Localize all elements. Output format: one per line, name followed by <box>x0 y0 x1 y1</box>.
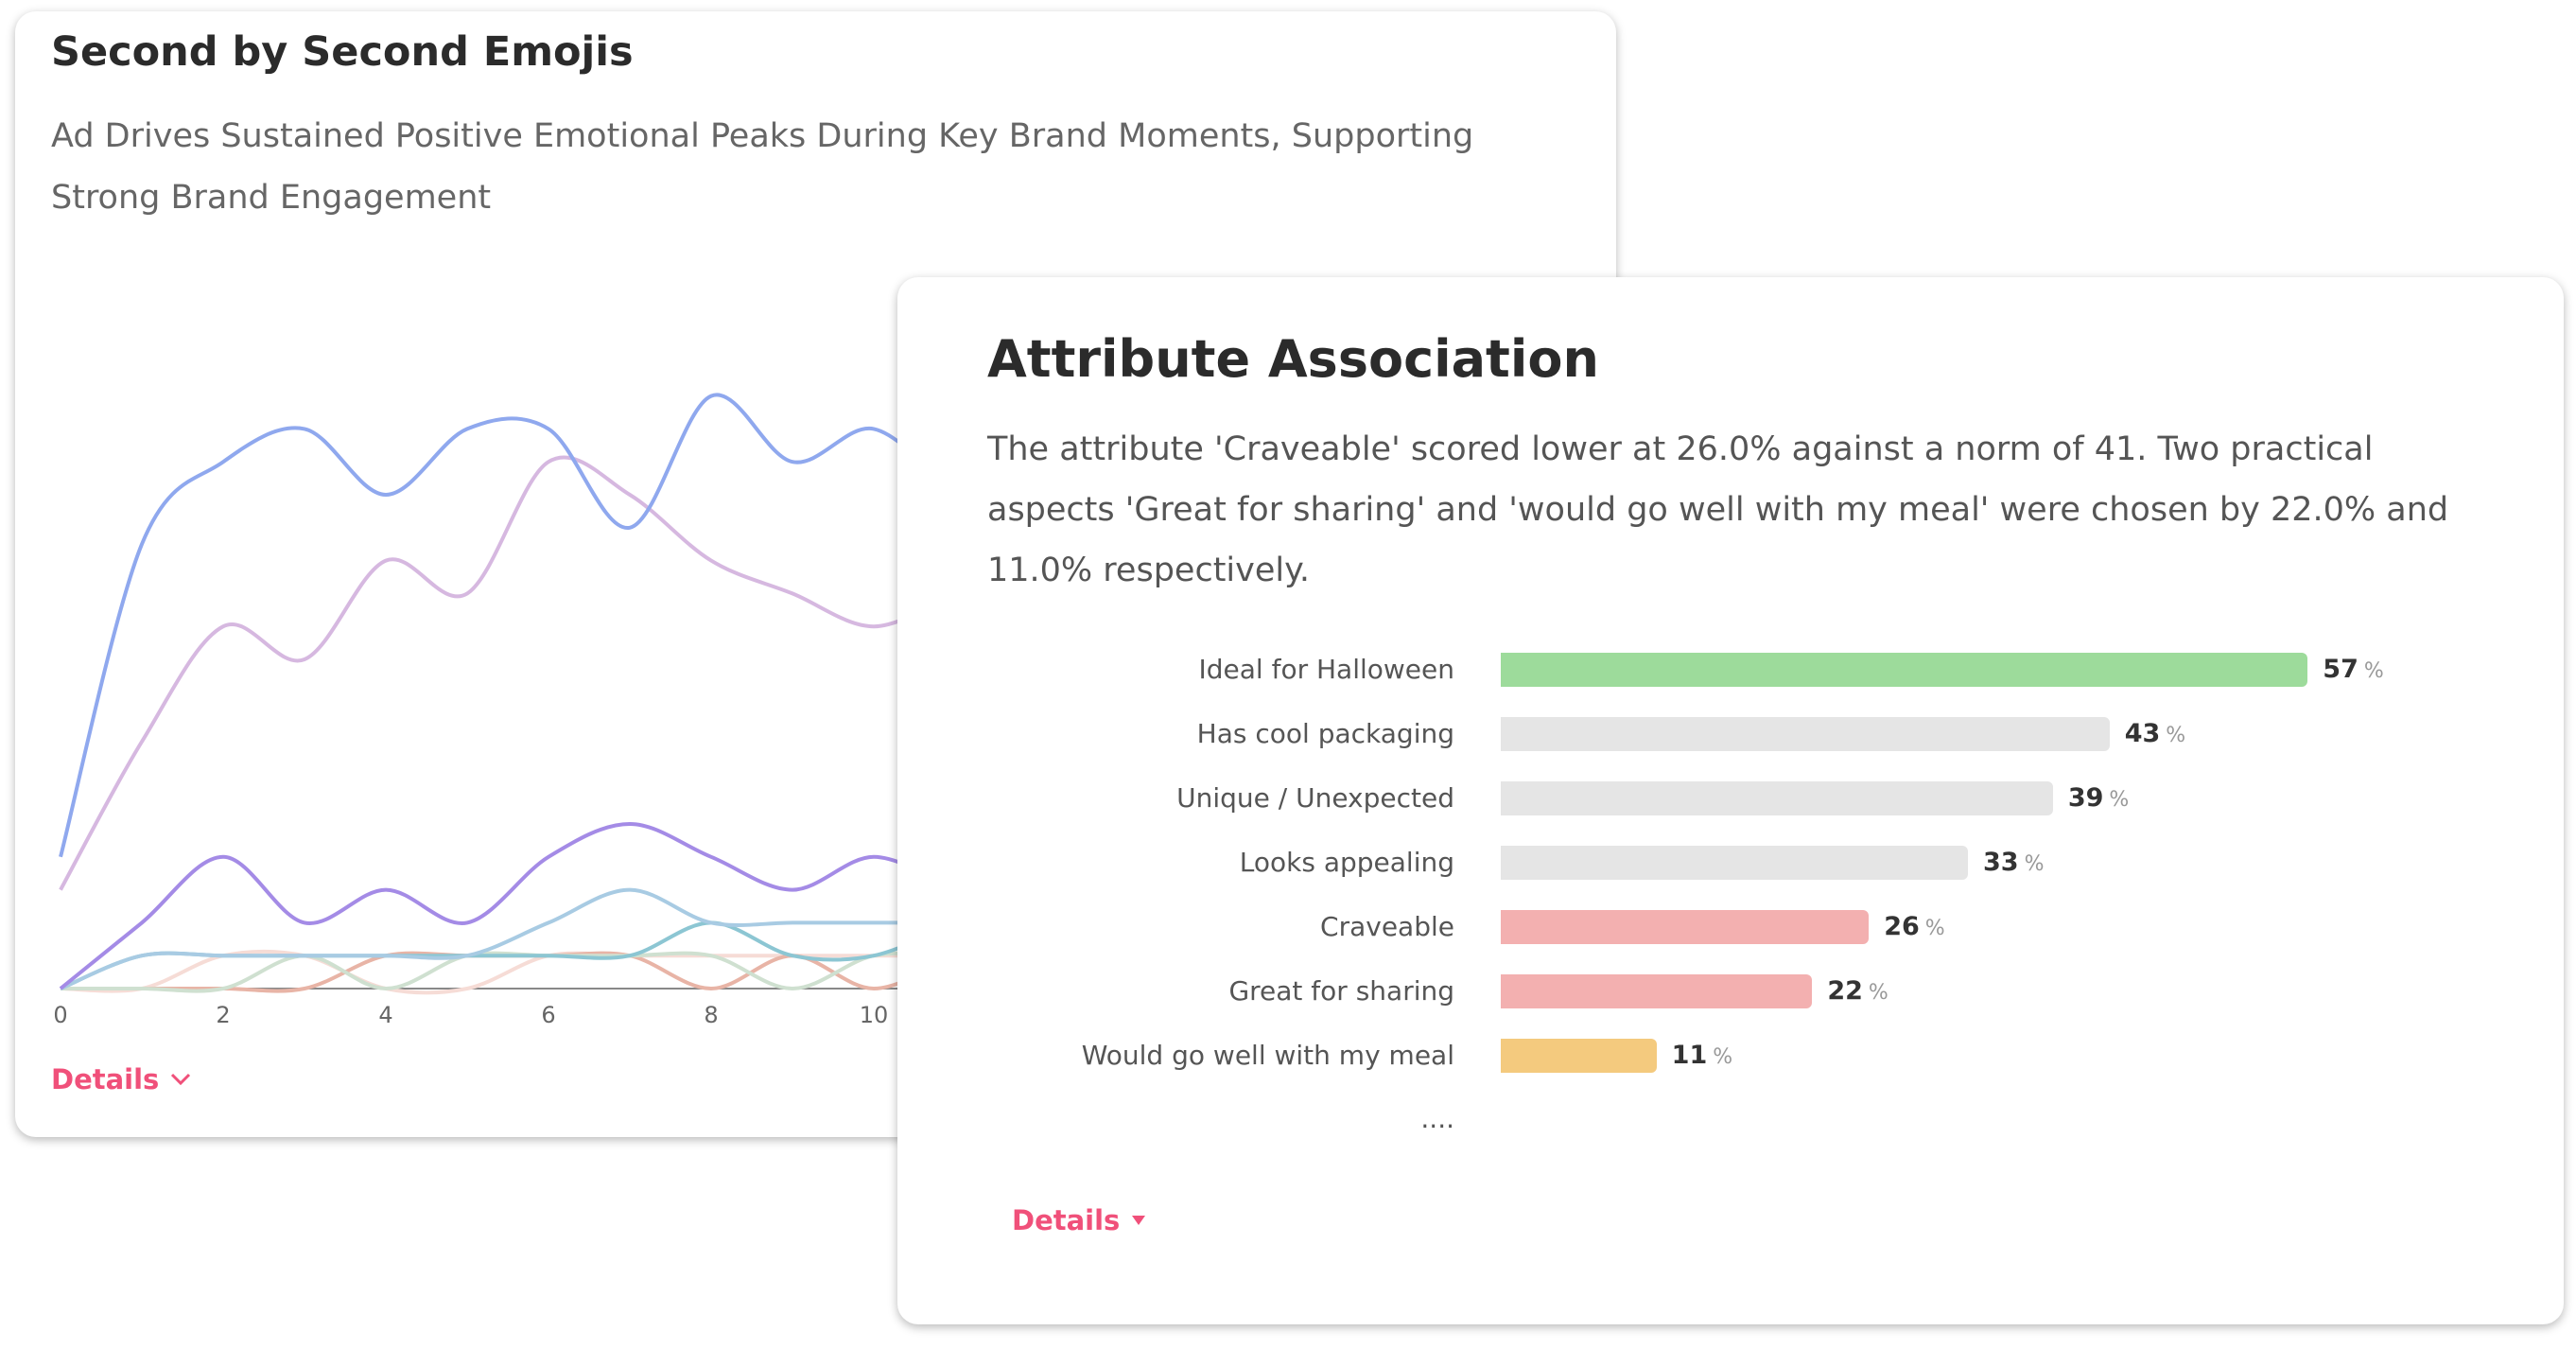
emoji-card-title: Second by Second Emojis <box>51 28 634 76</box>
bar-value: 26% <box>1884 910 1944 946</box>
percent-sign: % <box>2109 788 2130 812</box>
more-ellipsis: .... <box>1420 1103 1454 1134</box>
bar <box>1501 781 2053 815</box>
bar-row: Has cool packaging 43% <box>897 717 2564 751</box>
percent-sign: % <box>1713 1045 1733 1069</box>
bar-value: 39% <box>2068 781 2129 817</box>
attribute-card-title: Attribute Association <box>987 329 1599 389</box>
bar-value: 11% <box>1672 1039 1732 1075</box>
line-series-2 <box>59 455 956 891</box>
bar-value-number: 26 <box>1884 912 1920 941</box>
bar-value-number: 33 <box>1983 848 2019 877</box>
bar <box>1501 910 1870 944</box>
attribute-card: Attribute Association The attribute 'Cra… <box>897 277 2564 1324</box>
bar-row: Ideal for Halloween 57% <box>897 653 2564 687</box>
x-tick-label: 2 <box>216 1002 230 1028</box>
emoji-details-button[interactable]: Details <box>51 1063 191 1095</box>
chevron-down-icon <box>171 1073 191 1086</box>
bar-row: Craveable 26% <box>897 910 2564 944</box>
bar-value-number: 57 <box>2323 655 2358 684</box>
bar-value: 33% <box>1983 846 2044 882</box>
bar <box>1501 1039 1657 1073</box>
bar-value: 22% <box>1827 974 1888 1010</box>
emoji-card-subtitle: Ad Drives Sustained Positive Emotional P… <box>51 117 1474 217</box>
bar-value: 43% <box>2125 717 2185 753</box>
bar <box>1501 974 1813 1008</box>
bar-value-number: 43 <box>2124 719 2161 748</box>
bar <box>1501 717 2110 751</box>
attribute-card-body: The attribute 'Craveable' scored lower a… <box>987 430 2449 589</box>
percent-sign: % <box>2024 852 2045 876</box>
bar-value: 57% <box>2323 653 2383 689</box>
bar-value-number: 39 <box>2067 783 2104 813</box>
bar-label: Great for sharing <box>1228 975 1454 1007</box>
line-series-3 <box>59 821 956 990</box>
line-series-4 <box>60 887 955 990</box>
bar-row: Would go well with my meal 11% <box>897 1039 2564 1073</box>
line-series-1 <box>59 393 957 858</box>
bar-label: Has cool packaging <box>1196 718 1454 749</box>
bar <box>1501 653 2308 687</box>
bar-value-number: 11 <box>1671 1041 1708 1070</box>
line-series-6 <box>60 951 956 993</box>
percent-sign: % <box>2166 724 2186 747</box>
x-tick-label: 6 <box>541 1002 555 1028</box>
x-tick-label: 10 <box>860 1002 889 1028</box>
bar <box>1501 846 1968 880</box>
bar-label: Craveable <box>1320 911 1454 942</box>
emoji-line-chart: 0 2 4 6 8 10 <box>53 393 993 1028</box>
percent-sign: % <box>1868 981 1888 1005</box>
bar-label: Looks appealing <box>1239 847 1454 878</box>
percent-sign: % <box>2363 659 2384 683</box>
percent-sign: % <box>1924 917 1945 940</box>
x-tick-label: 0 <box>53 1002 67 1028</box>
caret-down-icon <box>1132 1216 1146 1225</box>
bar-label: Ideal for Halloween <box>1198 654 1455 685</box>
bar-value-number: 22 <box>1827 976 1863 1006</box>
bar-row: Great for sharing 22% <box>897 974 2564 1008</box>
details-label: Details <box>51 1063 160 1095</box>
x-tick-label: 8 <box>704 1002 718 1028</box>
details-label: Details <box>1012 1204 1121 1236</box>
bar-label: Would go well with my meal <box>1081 1040 1454 1071</box>
x-tick-label: 4 <box>378 1002 392 1028</box>
attribute-details-button[interactable]: Details <box>1012 1204 1146 1236</box>
bar-row: Unique / Unexpected 39% <box>897 781 2564 815</box>
bar-row: Looks appealing 33% <box>897 846 2564 880</box>
bar-label: Unique / Unexpected <box>1176 782 1454 814</box>
